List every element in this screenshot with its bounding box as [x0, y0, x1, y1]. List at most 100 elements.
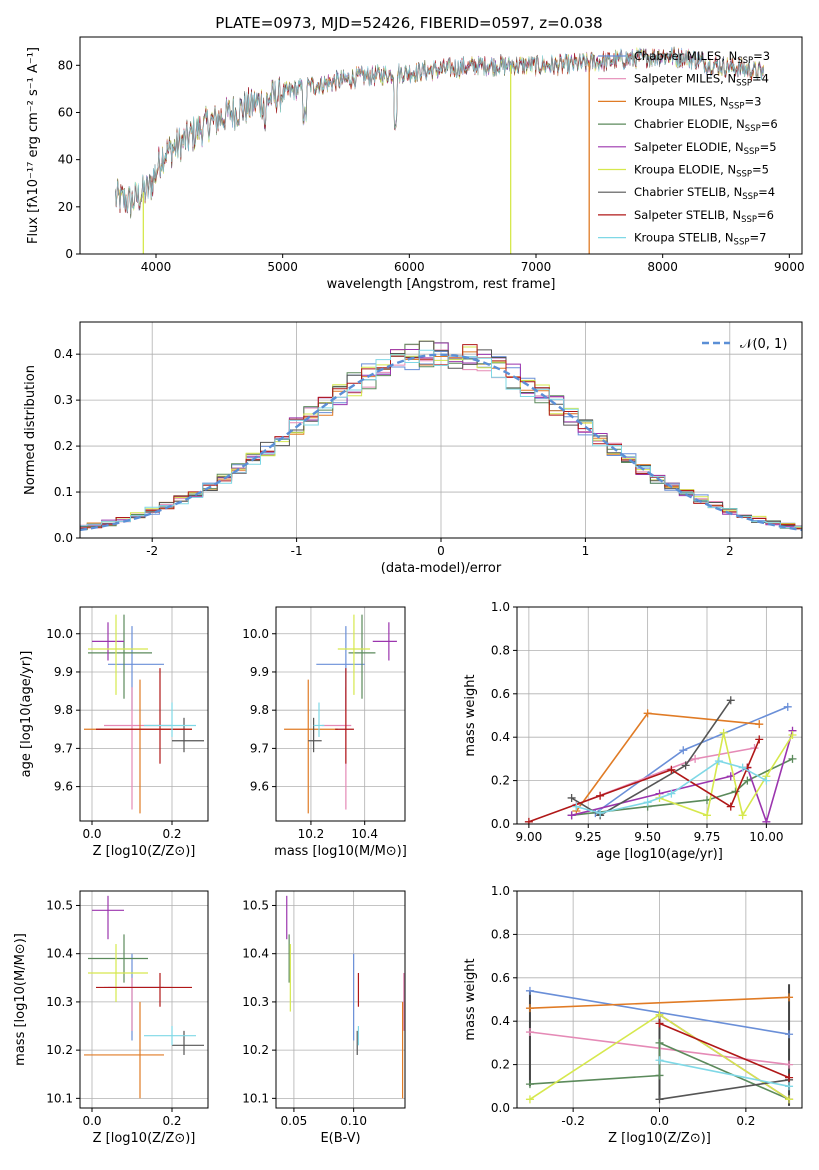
legend-value: =7	[749, 231, 766, 245]
axes-frame	[79, 890, 209, 1109]
legend-label: Kroupa ELODIE, NSSP=5	[634, 163, 769, 180]
x-axis-label: wavelength [Angstrom, rest frame]	[327, 277, 556, 292]
y-tick-label: 10.0	[242, 627, 269, 641]
y-tick-label: 9.9	[250, 665, 269, 679]
y-tick-label: 9.7	[250, 741, 269, 755]
x-tick-label: -2	[146, 544, 158, 558]
x-axis-label: Z [log10(Z/Z⊙)]	[93, 844, 196, 859]
y-tick-label: 20	[58, 200, 73, 214]
axes-mass_vs_EBV: 0.05 0.10 10.1 10.2 10.3 10.4 10.5 E(B-V)	[242, 890, 406, 1146]
plot-area-weight_vs_age	[524, 696, 797, 824]
weight-marker	[567, 793, 576, 802]
legend-value: =4	[758, 185, 775, 199]
x-tick-label: 0	[437, 544, 445, 558]
x-tick-label: -1	[291, 544, 303, 558]
x-tick-label: 0.10	[340, 1114, 367, 1128]
weight-marker	[783, 702, 792, 711]
legend: 𝒩(0, 1)	[702, 337, 787, 352]
axes-frame	[275, 606, 406, 822]
weight-marker	[525, 1004, 534, 1013]
plot-area-spectrum	[115, 46, 764, 254]
x-tick-label: 8000	[647, 260, 678, 274]
weight-marker	[755, 735, 764, 744]
weight-marker	[785, 1030, 794, 1039]
legend-subscript: SSP	[734, 238, 750, 248]
y-tick-label: 0	[65, 247, 73, 261]
weight-marker	[785, 1073, 794, 1082]
y-axis-label: age [log10(age/yr)]	[19, 651, 34, 778]
x-tick-label: 10.4	[351, 827, 378, 841]
y-tick-label: 9.9	[54, 665, 73, 679]
y-tick-label: 0.0	[491, 817, 510, 831]
weight-marker	[643, 798, 652, 807]
y-tick-label: 9.6	[250, 780, 269, 794]
y-tick-label: 0.6	[491, 687, 510, 701]
x-tick-label: 0.0	[82, 1114, 101, 1128]
weight-marker	[681, 761, 690, 770]
legend-value: =4	[752, 72, 769, 86]
x-tick-label: 0.2	[162, 827, 181, 841]
x-tick-label: 9000	[774, 260, 805, 274]
weight-marker	[755, 720, 764, 729]
axes-mass_vs_Z: 0.0 0.2 10.1 10.2 10.3 10.4 10.5 Z [log10(Z/Z⊙)…	[13, 890, 209, 1146]
y-tick-label: 0.4	[491, 730, 510, 744]
legend-label: Salpeter STELIB, NSSP=6	[634, 208, 774, 225]
weight-marker	[655, 1038, 664, 1047]
y-tick-label: 0.8	[491, 643, 510, 657]
x-tick-label: 4000	[141, 260, 172, 274]
legend: Chabrier MILES, NSSP=3 Salpeter MILES, NS…	[598, 49, 778, 248]
weight-marker	[703, 811, 711, 820]
axes-frame	[275, 890, 406, 1109]
plot-area-mass_vs_Z	[84, 895, 204, 1099]
histogram-step	[80, 340, 802, 530]
axes-frame	[79, 36, 803, 255]
weight-line	[659, 732, 794, 818]
axes-spectrum: 4000 5000 6000 7000 8000 9000 0 20 40 60 80 wavelen…	[26, 36, 805, 292]
weight-line	[529, 996, 790, 1009]
axes-frame	[79, 606, 209, 822]
weight-line	[571, 730, 794, 824]
x-axis-label: (data-model)/error	[381, 561, 502, 576]
y-tick-label: 0.6	[491, 971, 510, 985]
weight-marker	[596, 809, 605, 818]
axes-frame	[516, 606, 803, 825]
x-tick-label: 10.00	[749, 830, 783, 844]
figure-title: PLATE=0973, MJD=52426, FIBERID=0597, z=0…	[215, 14, 602, 32]
y-tick-label: 10.1	[242, 1091, 269, 1105]
y-tick-label: 1.0	[491, 884, 510, 898]
legend-label: Kroupa MILES, NSSP=3	[634, 94, 761, 111]
weight-marker	[691, 754, 700, 763]
legend-subscript: SSP	[742, 192, 758, 202]
x-tick-label: 1	[582, 544, 590, 558]
y-axis-label: mass weight	[463, 674, 478, 756]
weight-marker	[785, 993, 794, 1002]
x-tick-label: 6000	[394, 260, 425, 274]
weight-marker	[788, 731, 797, 740]
weight-marker	[655, 1056, 664, 1065]
y-tick-label: 10.4	[242, 947, 269, 961]
y-tick-label: 1.0	[491, 600, 510, 614]
weight-marker	[788, 754, 797, 763]
y-tick-label: 60	[58, 105, 73, 119]
weight-marker	[726, 802, 735, 811]
y-tick-label: 10.4	[46, 947, 73, 961]
weight-marker	[785, 1082, 794, 1091]
weight-marker	[525, 1028, 534, 1037]
spectrum-line	[115, 48, 764, 215]
weight-line	[659, 1059, 790, 1088]
legend-label: Kroupa STELIB, NSSP=7	[634, 231, 766, 248]
y-tick-label: 9.8	[54, 703, 73, 717]
weight-marker	[524, 817, 533, 824]
legend-label: 𝒩(0, 1)	[740, 337, 787, 352]
y-tick-label: 80	[58, 58, 73, 72]
x-axis-label: Z [log10(Z/Z⊙)]	[608, 1131, 711, 1146]
axes-age_vs_mass: 10.2 10.4 9.6 9.7 9.8 9.9 10.0 mass [log10(M/M⊙…	[242, 606, 407, 859]
spectrum-line	[115, 47, 764, 215]
y-tick-label: 0.4	[491, 1014, 510, 1028]
weight-marker	[572, 802, 581, 811]
weight-marker	[525, 986, 534, 995]
y-axis-label: mass [log10(M/M⊙)]	[13, 933, 28, 1066]
y-tick-label: 40	[58, 153, 73, 167]
y-tick-label: 10.2	[46, 1043, 73, 1057]
x-tick-label: 7000	[521, 260, 552, 274]
